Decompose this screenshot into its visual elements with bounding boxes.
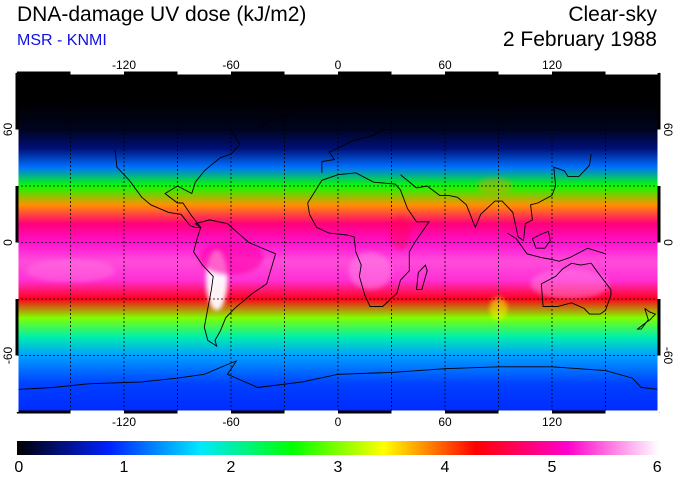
dose-anomaly: [348, 251, 392, 290]
lat-tick-label-left: 0: [1, 239, 15, 246]
colorbar-label: 2: [226, 459, 236, 476]
source-label: MSR - KNMI: [17, 32, 107, 49]
europe-coast: [321, 129, 392, 173]
dose-anomaly: [489, 297, 508, 320]
colorbar-label: 0: [14, 459, 24, 476]
lat-tick-label-right: 60: [661, 123, 675, 137]
colorbar-label: 4: [440, 459, 450, 476]
map-title: DNA-damage UV dose (kJ/m2): [17, 3, 307, 26]
lat-tick-label-left: 60: [1, 123, 15, 137]
colorbar-label: 5: [547, 459, 557, 476]
lon-tick-label-top: -60: [222, 58, 240, 72]
colorbar-label: 3: [333, 459, 343, 476]
lat-tick-label-right: 0: [661, 239, 675, 246]
map-plot-area: [17, 73, 659, 412]
lon-tick-label-top: 60: [438, 58, 452, 72]
lon-tick-label-top: 120: [542, 58, 562, 72]
axis-labels: -120 -120 -60 -60 0 0 60 60 120 120 60 60 0 0 -60 -60: [1, 58, 675, 429]
lon-tick-label-bottom: -120: [112, 415, 136, 429]
colorbar: [17, 441, 659, 455]
colorbar-label: 6: [652, 459, 662, 476]
lon-tick-label-bottom: -60: [222, 415, 240, 429]
asia-coast: [400, 153, 592, 242]
date-label: 2 February 1988: [502, 28, 657, 51]
lon-tick-label-bottom: 0: [335, 415, 342, 429]
dose-anomaly: [530, 268, 610, 299]
australia-coast: [540, 262, 612, 315]
lon-tick-label-bottom: 120: [542, 415, 562, 429]
colorbar-label: 1: [119, 459, 129, 476]
south-america-coast: [193, 219, 277, 348]
antarctica-coast: [17, 360, 659, 390]
lon-tick-label-top: 0: [335, 58, 342, 72]
lat-tick-label-right: -60: [661, 347, 675, 365]
lat-tick-label-left: -60: [1, 347, 15, 365]
north-america-coast: [114, 129, 241, 228]
borneo-coast: [531, 230, 551, 249]
condition-label: Clear-sky: [568, 3, 657, 26]
africa-coast: [307, 172, 430, 307]
coastlines: [17, 101, 659, 390]
lon-tick-label-top: -120: [112, 58, 136, 72]
frame-ticks: [15, 71, 661, 414]
graticule: [17, 73, 659, 412]
indonesia-coast: [507, 232, 606, 262]
lon-tick-label-bottom: 60: [438, 415, 452, 429]
dose-anomaly: [389, 216, 412, 251]
new-zealand-coast: [636, 308, 657, 330]
greenland-coast: [257, 101, 303, 130]
madagascar-coast: [416, 264, 428, 291]
